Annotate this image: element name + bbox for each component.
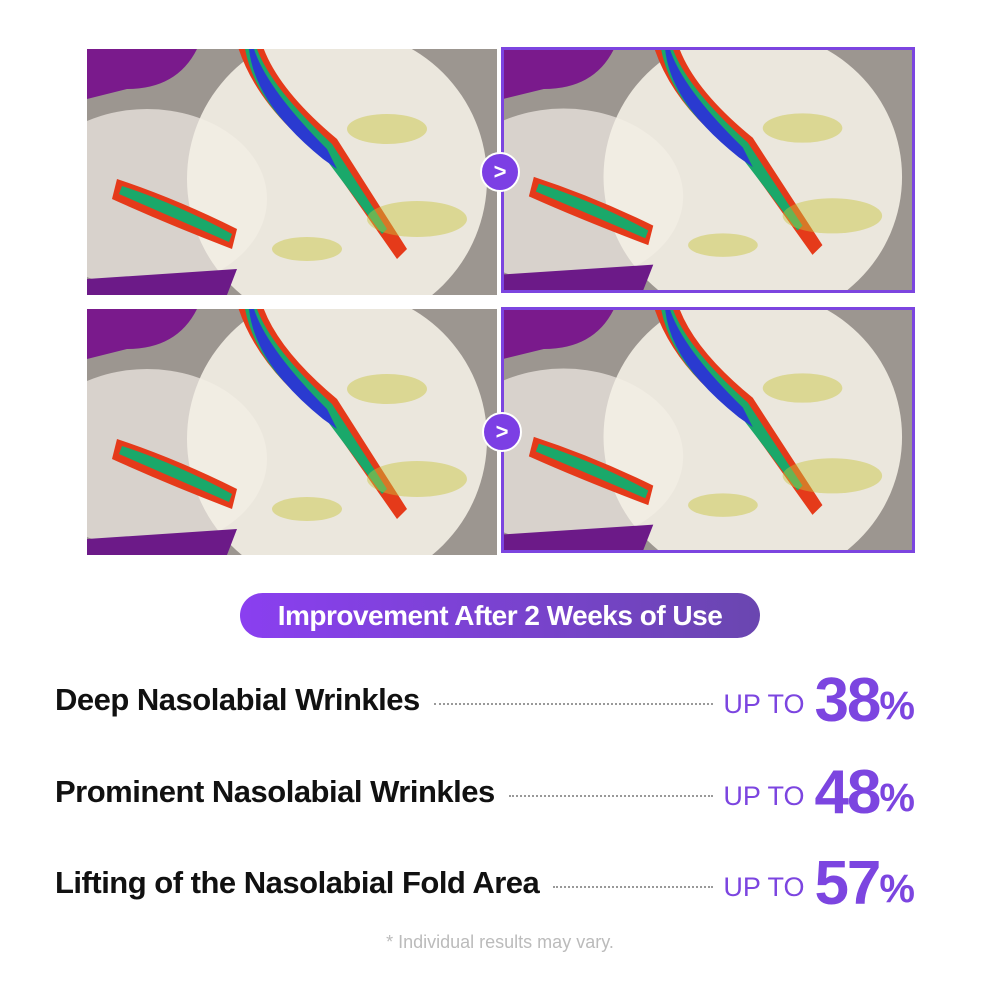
result-unit: % [879,775,915,820]
result-label: Lifting of the Nasolabial Fold Area [55,865,540,900]
result-value: 57 [814,848,881,918]
chevron-right-icon: > [480,152,520,192]
before-image-top [87,49,497,295]
after-image-top [501,47,915,293]
result-unit: % [879,866,915,911]
result-prefix: UP TO [723,780,805,811]
chevron-right-icon: > [482,412,522,452]
result-row: Prominent Nasolabial Wrinkles UP TO 48 % [55,757,915,827]
after-image-bottom [501,307,915,553]
result-row: Lifting of the Nasolabial Fold Area UP T… [55,848,915,918]
improvement-banner: Improvement After 2 Weeks of Use [240,593,760,638]
disclaimer: * Individual results may vary. [386,932,614,952]
dotted-leader [433,703,714,705]
result-prefix: UP TO [723,871,805,902]
result-label: Prominent Nasolabial Wrinkles [55,774,495,809]
result-label: Deep Nasolabial Wrinkles [55,682,420,717]
result-value: 38 [814,665,881,735]
dotted-leader [553,886,714,888]
result-row: Deep Nasolabial Wrinkles UP TO 38 % [55,665,915,735]
result-unit: % [879,683,915,728]
result-value: 48 [814,757,881,827]
dotted-leader [508,795,714,797]
result-prefix: UP TO [723,688,805,719]
before-image-bottom [87,309,497,555]
